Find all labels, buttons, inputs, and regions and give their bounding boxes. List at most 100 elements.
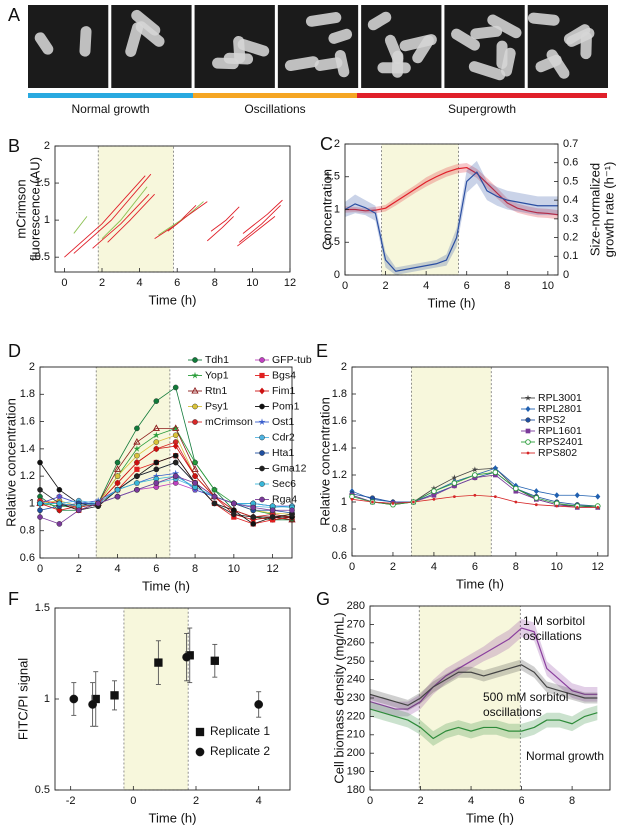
y-axis-label: mCrimson xyxy=(13,179,28,238)
x-tick-label: 0 xyxy=(349,561,355,573)
x-axis-label: Time (h) xyxy=(428,295,476,310)
y-tick-label: 1.4 xyxy=(20,443,35,455)
y-tick-label: 1.6 xyxy=(20,415,35,427)
y-tick-label: 270 xyxy=(347,618,365,630)
marker xyxy=(350,497,354,501)
cell xyxy=(566,27,595,47)
legend-marker xyxy=(259,465,265,472)
marker xyxy=(153,466,160,473)
x-tick-label: 10 xyxy=(246,277,258,289)
legend-label: RPS2 xyxy=(538,414,566,426)
marker xyxy=(172,459,179,466)
y-tick-label: 240 xyxy=(347,674,365,686)
plot-area xyxy=(64,173,283,258)
y-tick-label: 0.5 xyxy=(35,784,50,796)
x-tick-label: 12 xyxy=(592,561,604,573)
cell xyxy=(451,28,481,51)
y-axis-label: fluorescence (AU) xyxy=(27,157,42,261)
y-axis-label: Relative concentration xyxy=(317,397,332,526)
x-tick-label: 8 xyxy=(192,563,198,575)
phase-bar xyxy=(193,93,357,98)
marker xyxy=(114,473,121,479)
cell xyxy=(470,25,503,40)
cell xyxy=(367,11,392,31)
marker xyxy=(114,479,121,487)
marker xyxy=(269,514,276,520)
legend-label: Bgs4 xyxy=(272,369,296,381)
cell xyxy=(399,34,437,52)
marker xyxy=(452,495,456,499)
legend-label: Fim1 xyxy=(272,385,295,397)
panel-label: E xyxy=(316,341,328,361)
cell xyxy=(34,32,54,55)
x-tick-label: 2 xyxy=(99,277,105,289)
y2-tick-label: 0.4 xyxy=(563,194,578,206)
marker xyxy=(153,459,160,466)
marker xyxy=(114,493,121,500)
y-tick-label: 2 xyxy=(334,138,340,150)
y-tick-label: 1.2 xyxy=(332,469,347,481)
marker xyxy=(254,700,264,709)
panel-label: A xyxy=(8,5,20,25)
x-axis-label: Time (h) xyxy=(466,810,514,825)
legend-marker xyxy=(525,417,531,423)
series-line xyxy=(92,193,150,249)
marker xyxy=(153,480,160,486)
legend-label: Tdh1 xyxy=(205,354,229,366)
marker xyxy=(37,514,43,520)
series-line xyxy=(40,475,292,508)
marker xyxy=(451,474,458,481)
y-tick-label: 0.8 xyxy=(20,525,35,537)
x-tick-label: 12 xyxy=(266,563,278,575)
annotation: oscillations xyxy=(483,705,542,719)
cell xyxy=(468,61,506,81)
legend-marker xyxy=(259,357,265,363)
legend-label: Replicate 1 xyxy=(210,724,270,738)
legend-label: Sec6 xyxy=(272,478,296,490)
marker xyxy=(134,486,140,493)
marker xyxy=(152,424,160,431)
series-line xyxy=(40,475,292,525)
marker xyxy=(134,459,140,466)
series-line xyxy=(345,166,558,216)
x-tick-label: 10 xyxy=(542,280,554,292)
x-tick-label: 6 xyxy=(519,795,525,807)
series-line xyxy=(40,478,292,508)
x-tick-label: 2 xyxy=(193,795,199,807)
marker xyxy=(172,452,179,459)
error-band xyxy=(345,160,558,275)
legend-marker xyxy=(195,747,205,757)
tile-cells xyxy=(527,12,595,79)
marker xyxy=(514,500,518,504)
marker xyxy=(412,500,415,504)
marker xyxy=(269,507,276,514)
shaded-region xyxy=(381,143,459,276)
y-axis-label: FITC/PI signal xyxy=(15,658,30,740)
y2-tick-label: 0.1 xyxy=(563,250,578,262)
cell xyxy=(314,57,343,71)
plot-area xyxy=(370,618,598,746)
series-line xyxy=(206,216,234,242)
marker xyxy=(472,472,478,478)
legend-marker xyxy=(259,496,265,503)
x-tick-label: 6 xyxy=(153,563,159,575)
legend-marker xyxy=(524,394,532,401)
error-band xyxy=(370,659,598,711)
legend-marker xyxy=(259,434,265,441)
marker xyxy=(172,469,180,477)
marker xyxy=(152,472,160,480)
series-line xyxy=(64,175,146,258)
marker xyxy=(471,466,478,473)
legend-marker xyxy=(525,439,531,445)
x-tick-label: 0 xyxy=(367,795,373,807)
legend-marker xyxy=(526,451,530,455)
marker xyxy=(88,700,97,709)
legend-marker xyxy=(525,405,531,413)
marker xyxy=(37,486,43,493)
marker xyxy=(75,507,82,514)
cell xyxy=(546,49,570,79)
legend-marker xyxy=(195,727,205,737)
error-band xyxy=(345,163,558,220)
axes-frame xyxy=(351,366,609,557)
tile-cells xyxy=(212,35,270,70)
